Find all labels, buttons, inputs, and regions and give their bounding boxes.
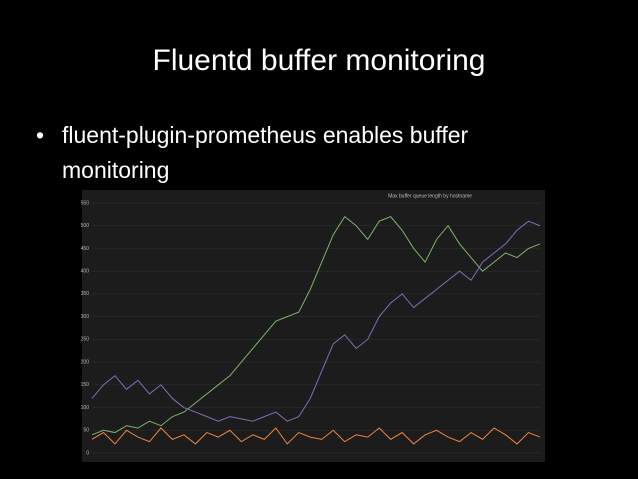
y-tick-label: 300 bbox=[81, 314, 90, 320]
slide-title: Fluentd buffer monitoring bbox=[152, 44, 486, 77]
y-tick-label: 250 bbox=[81, 337, 90, 343]
y-tick-label: 350 bbox=[81, 291, 90, 297]
chart-background bbox=[82, 190, 545, 462]
y-tick-label: 50 bbox=[83, 428, 89, 434]
y-tick-label: 550 bbox=[81, 200, 90, 206]
series-line bbox=[91, 215, 541, 436]
bullet-list: fluent-plugin-prometheus enables buffer … bbox=[36, 118, 556, 188]
y-tick-label: 400 bbox=[81, 269, 90, 275]
y-tick-label: 150 bbox=[81, 382, 90, 388]
series-line bbox=[91, 427, 541, 445]
series-line bbox=[91, 220, 541, 422]
y-tick-label: 0 bbox=[86, 450, 89, 456]
chart-title: Max buffer queue length by hostname bbox=[388, 193, 472, 199]
y-tick-label: 450 bbox=[81, 246, 90, 252]
y-tick-label: 200 bbox=[81, 359, 90, 365]
bullet: fluent-plugin-prometheus enables buffer … bbox=[36, 118, 532, 188]
y-tick-label: 500 bbox=[81, 223, 90, 229]
y-tick-label: 100 bbox=[81, 405, 90, 411]
